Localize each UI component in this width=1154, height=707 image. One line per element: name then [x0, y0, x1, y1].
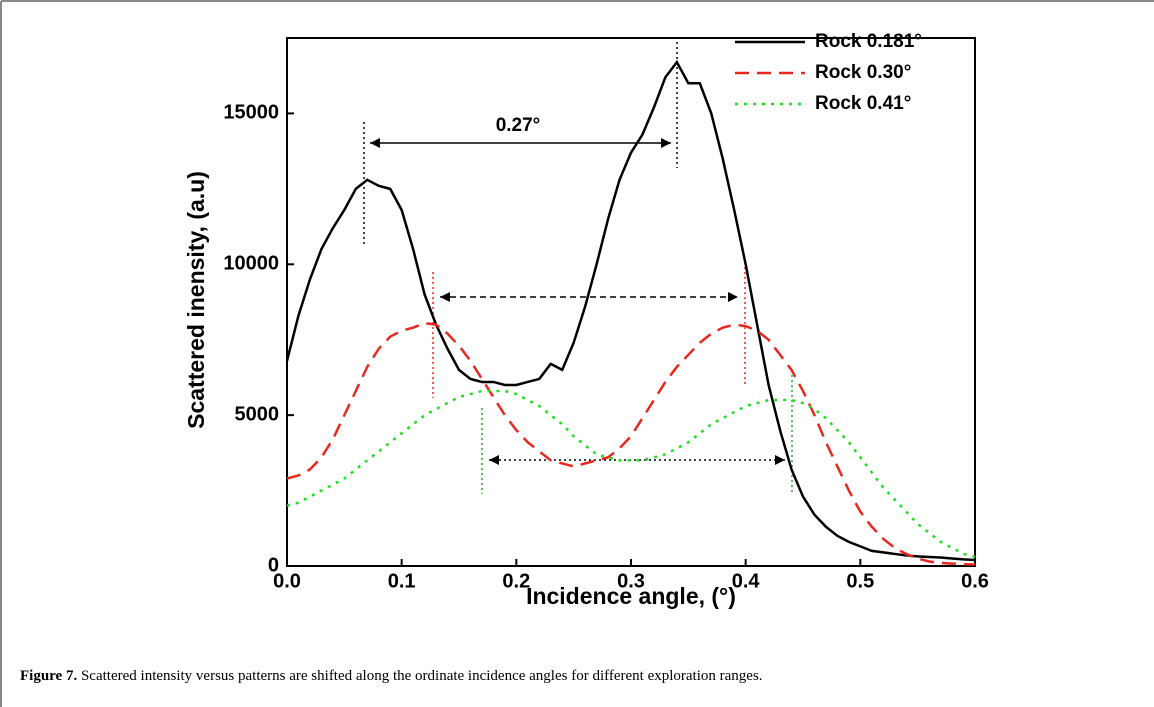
legend-label: Rock 0.41°	[815, 93, 911, 114]
annotation: 0.27°	[496, 115, 541, 136]
series-line	[286, 321, 976, 566]
legend-label: Rock 0.30°	[815, 62, 911, 83]
caption-label: Figure 7.	[20, 668, 78, 684]
caption: Figure 7. Scattered intensity versus pat…	[20, 668, 763, 685]
x-tick-label: 0.6	[961, 570, 989, 592]
plot-frame	[286, 37, 976, 567]
x-axis-label: Incidence angle, (°)	[526, 583, 736, 609]
x-tick-label: 0.2	[502, 570, 530, 592]
x-tick-label: 0.1	[388, 570, 416, 592]
caption-text: Scattered intensity versus patterns are …	[77, 668, 763, 684]
y-axis-label: Scattered inensity, (a.u)	[183, 171, 209, 429]
series-line	[286, 389, 976, 559]
annotations	[363, 42, 793, 494]
series-line	[285, 59, 976, 562]
y-tick-label: 0	[268, 554, 279, 576]
x-tick-label: 0.0	[273, 570, 301, 592]
x-tick-label: 0.4	[732, 570, 761, 592]
legend-label: Rock 0.181°	[815, 31, 922, 52]
y-tick-label: 10000	[223, 253, 279, 275]
x-tick-label: 0.5	[846, 570, 874, 592]
y-tick-label: 5000	[235, 403, 280, 425]
x-tick-label: 0.3	[617, 570, 645, 592]
y-tick-label: 15000	[223, 102, 279, 124]
